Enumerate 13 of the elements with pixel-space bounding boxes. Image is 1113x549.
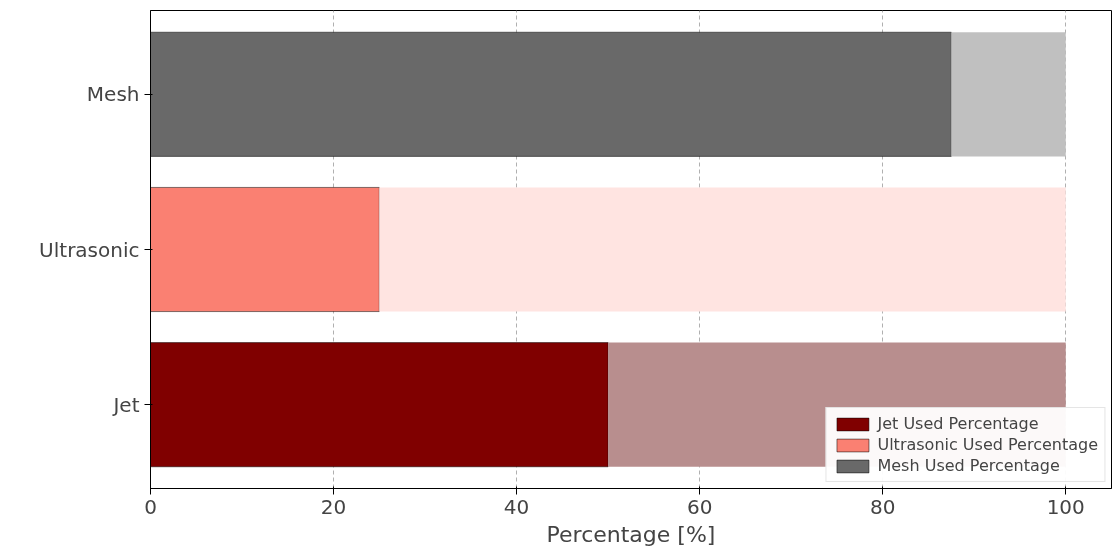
x-tick-label: 100 — [1046, 494, 1085, 519]
x-tick-label: 60 — [686, 494, 713, 519]
x-axis-title: Percentage [%] — [546, 521, 716, 547]
legend-label: Jet Used Percentage — [877, 414, 1039, 433]
legend-label: Ultrasonic Used Percentage — [877, 435, 1098, 454]
x-tick-label: 80 — [869, 494, 896, 519]
y-tick-label: Mesh — [86, 82, 140, 107]
x-tick-label: 20 — [320, 494, 347, 519]
x-tick-label: 0 — [144, 494, 157, 519]
y-tick-label: Jet — [111, 392, 140, 417]
x-tick-label: 40 — [503, 494, 530, 519]
y-tick-label: Ultrasonic — [39, 237, 140, 262]
legend-label: Mesh Used Percentage — [877, 456, 1060, 475]
